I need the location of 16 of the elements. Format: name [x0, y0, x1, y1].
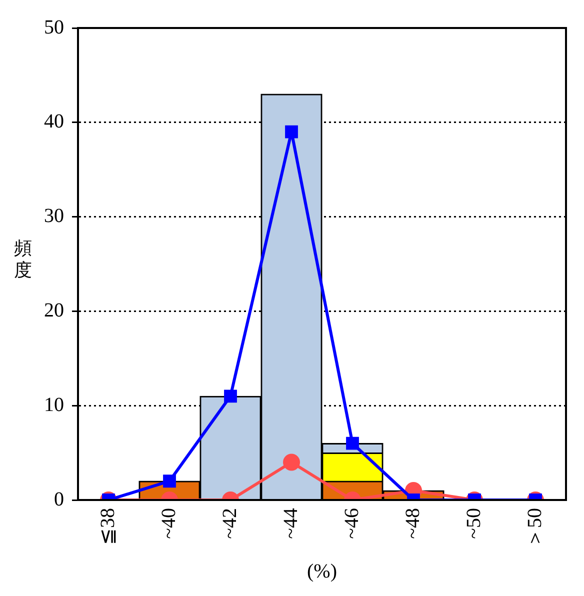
y-tick-label: 20 [44, 299, 64, 322]
x-tick-label: ~46 [340, 508, 363, 539]
x-axis-title: (%) [307, 560, 337, 582]
y-tick-label: 10 [44, 394, 64, 416]
y-tick-label: 50 [44, 16, 64, 38]
x-tick-label: ~48 [402, 508, 424, 539]
x-tick-label: ~44 [280, 508, 302, 539]
y-tick-label: 30 [44, 205, 64, 228]
x-tick-label: ~40 [158, 508, 180, 539]
y-tick-label: 0 [54, 488, 64, 510]
x-tick-label: ≦38 [96, 508, 119, 545]
x-tick-label: ~42 [218, 508, 241, 539]
y-axis-title: 頻度 [14, 238, 32, 282]
x-tick-label: ~50 [462, 508, 485, 539]
x-tick-label: ＞50 [524, 508, 546, 548]
y-tick-label: 40 [44, 110, 64, 133]
